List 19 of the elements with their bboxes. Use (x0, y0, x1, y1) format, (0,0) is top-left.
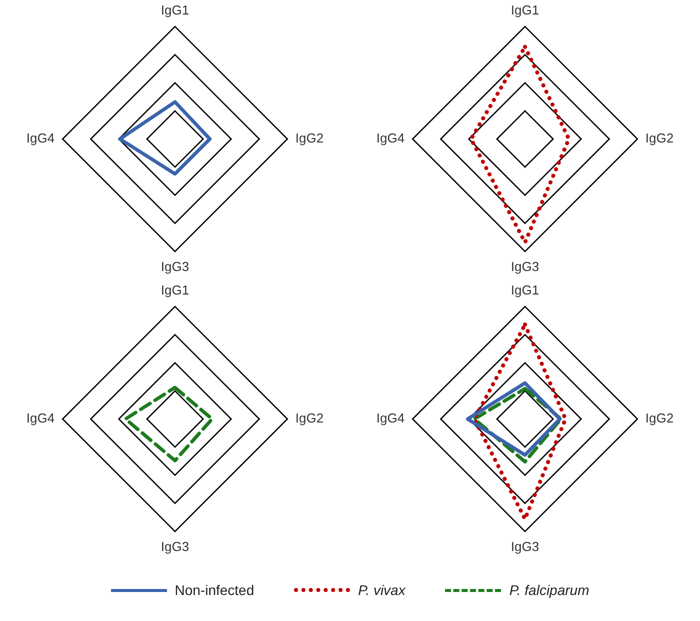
spoke-label: IgG2 (295, 410, 324, 426)
legend-label: P. falciparum (509, 582, 590, 598)
spoke-label: IgG4 (376, 410, 405, 426)
spoke-label: IgG3 (510, 258, 540, 274)
spoke-label: IgG4 (26, 130, 55, 146)
spoke-label: IgG4 (376, 130, 405, 146)
legend-label: P. vivax (358, 582, 406, 598)
spoke-label: IgG1 (510, 282, 540, 298)
spoke-label: IgG1 (510, 2, 540, 18)
spoke-label: IgG2 (295, 130, 324, 146)
spoke-label: IgG3 (160, 538, 190, 554)
spoke-label: IgG2 (645, 130, 674, 146)
spoke-label: IgG1 (160, 282, 190, 298)
spoke-label: IgG1 (160, 2, 190, 18)
spoke-label: IgG2 (645, 410, 674, 426)
spoke-label: IgG4 (26, 410, 55, 426)
legend-label: Non-infected (174, 582, 254, 598)
spoke-label: IgG3 (160, 258, 190, 274)
spoke-label: IgG3 (510, 538, 540, 554)
